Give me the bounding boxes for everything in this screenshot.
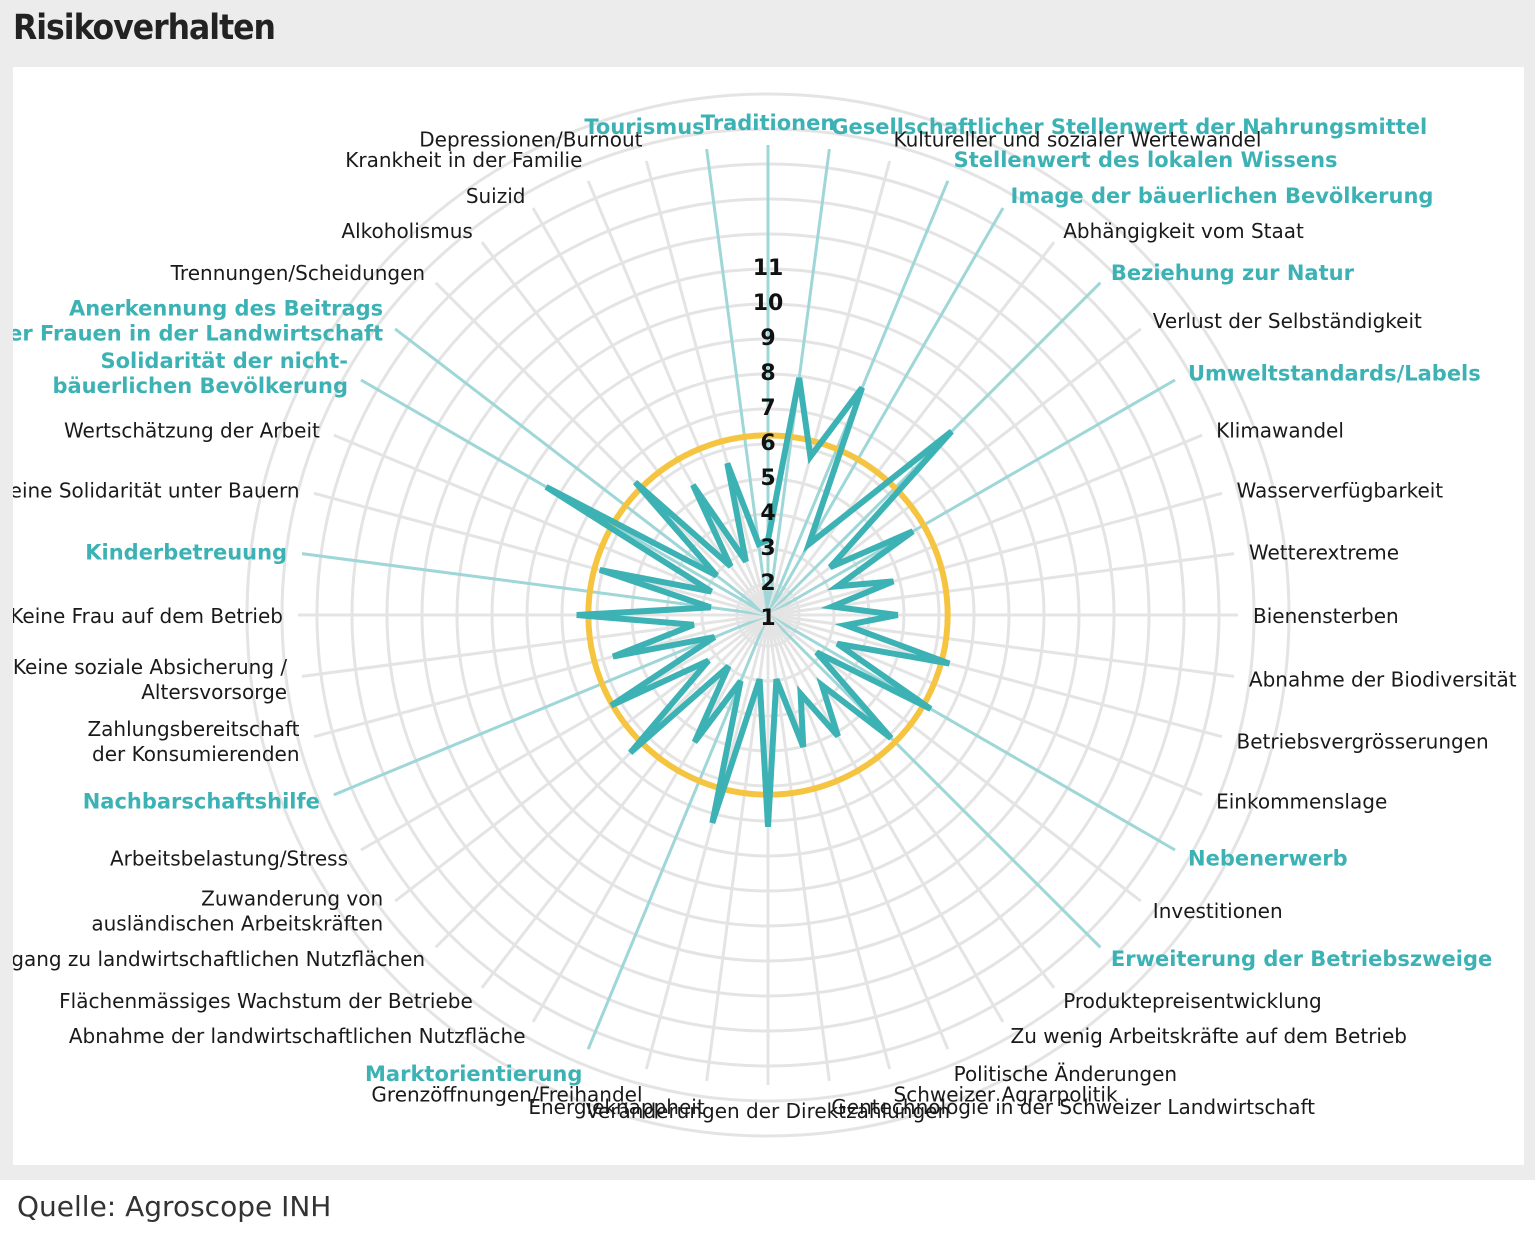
- spoke-highlight: [767, 378, 1176, 617]
- tick-label: 10: [753, 291, 784, 316]
- spoke: [531, 207, 770, 616]
- spoke: [480, 241, 770, 616]
- spoke-highlight: [767, 613, 1176, 852]
- category-label: Wasserverfügbarkeit: [1237, 479, 1444, 503]
- category-label: Gentechnologie in der Schweizer Landwirt…: [831, 1095, 1315, 1119]
- chart-title: Risikoverhalten: [13, 8, 276, 48]
- category-label: Alkoholismus: [341, 219, 472, 243]
- spoke: [313, 491, 769, 617]
- spoke: [586, 180, 770, 616]
- tick-label: 7: [760, 396, 775, 421]
- category-label: Keine Solidarität unter Bauern: [13, 479, 300, 503]
- category-label: Zahlungsbereitschaft: [87, 717, 299, 741]
- category-label: Trennungen/Scheidungen: [170, 261, 425, 285]
- category-label: Zugang zu landwirtschaftlichen Nutzfläch…: [13, 947, 425, 971]
- category-label: Einkommenslage: [1216, 790, 1387, 814]
- category-label: Suizid: [466, 184, 526, 208]
- tick-label: 1: [760, 606, 775, 631]
- grid-ring: [245, 92, 1291, 1138]
- chart-panel: 1 2 3 4 5 6 7 8 9 10 11 Traditionen Gesellschaftlich…: [13, 67, 1524, 1165]
- category-label-highlight: Traditionen: [701, 111, 836, 135]
- spoke: [531, 614, 770, 1023]
- tick-label: 3: [760, 536, 775, 561]
- tick-label: 5: [760, 466, 775, 491]
- category-label: ausländischen Arbeitskräften: [91, 912, 383, 936]
- category-label-highlight: Erweiterung der Betriebszweige: [1111, 947, 1492, 971]
- category-label: Produktepreisentwicklung: [1063, 989, 1322, 1013]
- tick-label: 6: [760, 431, 775, 456]
- radar-chart: 1 2 3 4 5 6 7 8 9 10 11 TraditionenGesellschaftlich…: [13, 92, 1517, 1138]
- category-label-highlight: Anerkennung des Beitrags: [69, 296, 383, 320]
- category-label: Kultureller und sozialer Wertewandel: [894, 128, 1262, 152]
- category-label: Abnahme der landwirtschaftlichen Nutzflä…: [69, 1024, 526, 1048]
- category-label-highlight: Umweltstandards/Labels: [1188, 362, 1481, 386]
- category-label: Krankheit in der Familie: [345, 148, 582, 172]
- category-label-highlight: Tourismus: [584, 115, 704, 139]
- category-label: Arbeitsbelastung/Stress: [110, 847, 348, 871]
- category-label-highlight: Beziehung zur Natur: [1111, 261, 1355, 285]
- category-label-highlight: Nebenerwerb: [1188, 847, 1348, 871]
- spoke: [767, 552, 1235, 617]
- tick-label: 9: [760, 326, 775, 351]
- tick-label: 11: [753, 256, 784, 281]
- tick-label: 2: [760, 571, 775, 596]
- category-label: Betriebsvergrösserungen: [1237, 730, 1489, 754]
- tick-label: 4: [760, 501, 775, 526]
- category-label-highlight: Nachbarschaftshilfe: [83, 790, 320, 814]
- category-label: Veränderungen der Direktzahlungen: [586, 1099, 950, 1123]
- spoke: [766, 614, 1005, 1023]
- category-label: Bienensterben: [1253, 604, 1399, 628]
- spoke: [644, 614, 770, 1070]
- category-label: Wertschätzung der Arbeit: [64, 418, 320, 442]
- category-label: Klimawandel: [1216, 418, 1344, 442]
- spoke: [766, 614, 892, 1070]
- category-label: Keine soziale Absicherung /: [13, 655, 287, 679]
- category-label-highlight: Stellenwert des lokalen Wissens: [954, 148, 1338, 172]
- source-note: Quelle: Agroscope INH: [17, 1190, 332, 1223]
- category-label: Politische Änderungen: [954, 1062, 1177, 1086]
- category-label-highlight: Marktorientierung: [365, 1062, 582, 1086]
- category-label: Grenzöffnungen/Freihandel: [371, 1083, 642, 1107]
- grid-ring: [280, 127, 1256, 1103]
- category-label: Zu wenig Arbeitskräfte auf dem Betrieb: [1011, 1024, 1407, 1048]
- category-label-highlight: bäuerlichen Bevölkerung: [52, 374, 348, 398]
- spoke: [766, 614, 1056, 989]
- spoke: [767, 613, 1142, 903]
- spoke-highlight: [766, 613, 1102, 949]
- category-label: Zuwanderung von: [201, 887, 383, 911]
- spoke: [644, 160, 770, 616]
- spoke-highlight: [301, 552, 769, 617]
- category-label: Keine Frau auf dem Betrieb: [13, 604, 283, 628]
- tick-label: 8: [760, 361, 775, 386]
- category-label: Flächenmässiges Wachstum der Betriebe: [59, 989, 473, 1013]
- category-label-highlight: Gesellschaftlicher Stellenwert der Nahru…: [831, 115, 1427, 139]
- category-label: Energieknappheit: [528, 1095, 704, 1119]
- category-label: der Konsumierenden: [92, 742, 300, 766]
- category-label: Abnahme der Biodiversität: [1249, 667, 1517, 691]
- category-label: Investitionen: [1153, 899, 1283, 923]
- spoke: [434, 281, 770, 617]
- spoke: [434, 613, 770, 949]
- spoke: [360, 613, 769, 852]
- category-label: Wetterextreme: [1249, 541, 1399, 565]
- spoke: [766, 160, 892, 616]
- category-label: Verlust der Selbständigkeit: [1153, 309, 1422, 333]
- category-label-highlight: Image der bäuerlichen Bevölkerung: [1011, 184, 1434, 208]
- category-label: Altersvorsorge: [141, 680, 287, 704]
- spoke-highlight: [333, 613, 769, 797]
- spoke: [767, 491, 1223, 617]
- category-label-highlight: Kinderbetreuung: [85, 541, 287, 565]
- spoke: [767, 613, 1223, 739]
- category-label: Schweizer Agrarpolitik: [894, 1083, 1118, 1107]
- category-label-highlight: der Frauen in der Landwirtschaft: [13, 321, 383, 345]
- category-label: Abhängigkeit vom Staat: [1063, 219, 1304, 243]
- category-label-highlight: Solidarität der nicht-: [100, 349, 348, 373]
- category-label: Depressionen/Burnout: [419, 128, 642, 152]
- spoke: [313, 613, 769, 739]
- spoke: [766, 241, 1056, 616]
